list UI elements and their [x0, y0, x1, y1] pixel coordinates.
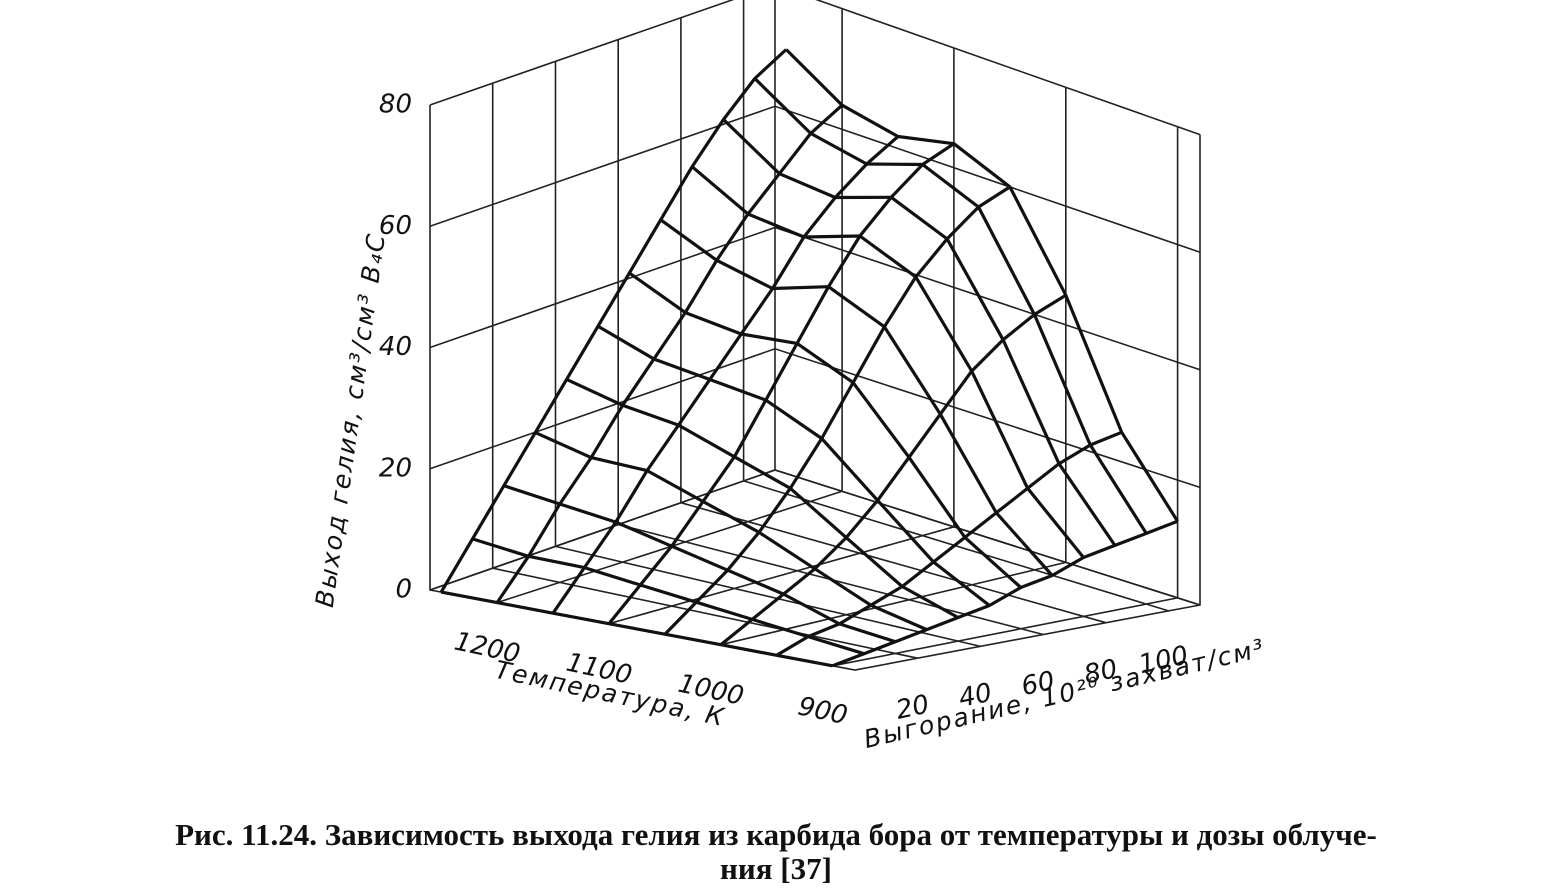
surface-line [534, 431, 928, 632]
grid-line [429, 0, 1201, 136]
z-tick-label: 40 [379, 332, 412, 362]
surface-line [597, 324, 991, 607]
floor-grid-line [832, 597, 1178, 667]
surface-line [440, 590, 833, 668]
z-axis-title: Выход гелия, см³/см³ B₄C [310, 231, 391, 609]
surface-line [719, 293, 1067, 646]
y-tick-label: 40 [956, 678, 995, 714]
surface-line [832, 519, 1179, 668]
surface-line [503, 484, 896, 644]
floor-grid-line [492, 567, 918, 659]
z-tick-label: 80 [379, 90, 412, 120]
wall-frame [429, 105, 1201, 671]
caption-line: Рис. 11.24. Зависимость выхода гелия из … [175, 817, 1377, 852]
surface-line [565, 377, 959, 619]
surface-line [472, 537, 865, 656]
surface-line [607, 142, 955, 625]
y-tick-label: 80 [1082, 654, 1121, 690]
grid-line [429, 347, 1201, 489]
floor-grid-line [608, 526, 955, 625]
surface-line [691, 165, 1085, 559]
y-tick-label: 60 [1019, 666, 1058, 702]
x-tick-label: 1200 [452, 627, 523, 670]
grid-line [429, 469, 1201, 606]
surface-line [495, 104, 844, 604]
surface-line [785, 48, 1179, 523]
z-tick-label: 0 [395, 575, 412, 605]
surface-line [659, 218, 1054, 577]
y-tick-label: 20 [893, 690, 932, 726]
surface-line [628, 271, 1022, 589]
surface-line [722, 118, 1117, 547]
z-tick-label: 20 [379, 453, 412, 483]
caption-line: ния [37] [720, 851, 832, 886]
surface-line [439, 48, 788, 593]
floor-grid-line [680, 501, 1107, 624]
surface-line [775, 430, 1123, 657]
grid-line [429, 105, 1201, 253]
grid-line [429, 226, 1201, 371]
x-tick-label: 900 [795, 691, 850, 731]
surface-line [551, 135, 900, 615]
surface-line [753, 77, 1148, 535]
z-tick-label: 60 [379, 211, 412, 241]
surface-line [663, 185, 1011, 636]
floor-grid-line [555, 545, 981, 648]
